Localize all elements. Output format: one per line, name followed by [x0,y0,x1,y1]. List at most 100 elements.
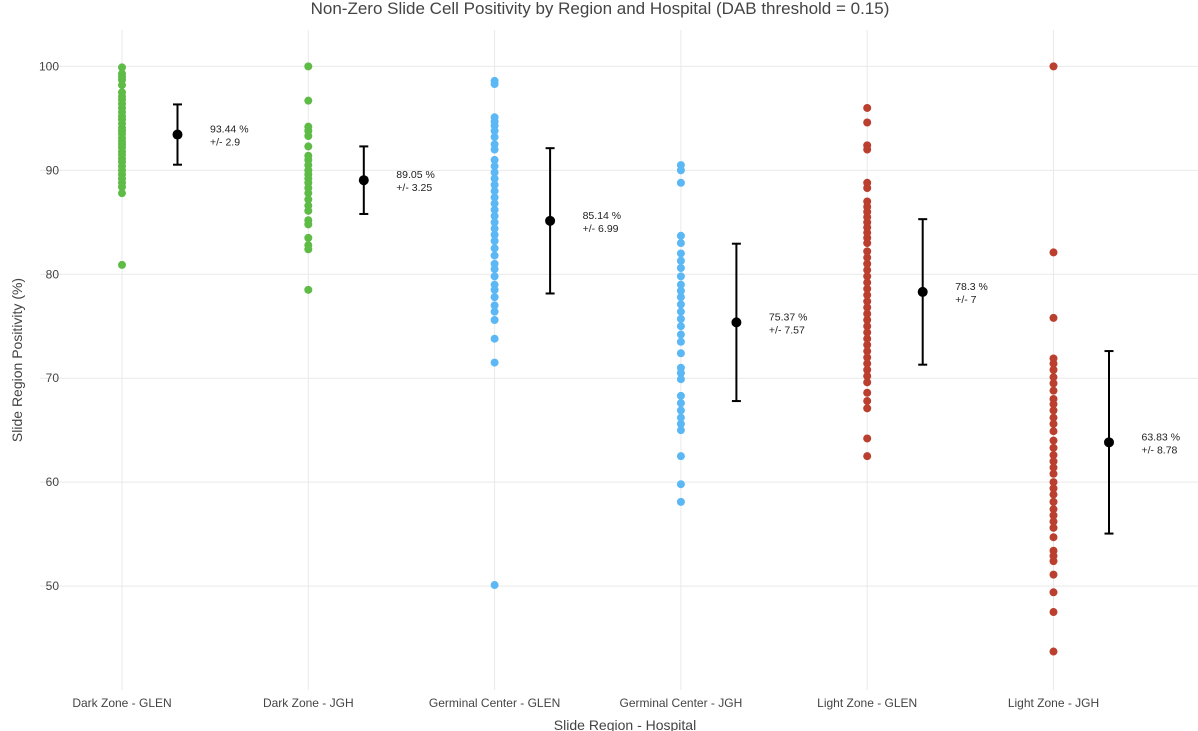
data-point [863,328,872,337]
data-point [304,285,313,294]
data-point [490,168,499,177]
data-point [1049,570,1058,579]
data-point [490,224,499,233]
x-tick-label: Germinal Center - GLEN [429,696,560,710]
data-point [863,103,872,112]
grid-lines [40,30,1198,690]
mean-marker [172,129,183,140]
data-point [490,334,499,343]
data-point [676,480,685,489]
data-point [676,166,685,175]
sd-label: +/- 6.99 [583,223,619,235]
data-point [490,80,499,89]
x-tick-label: Light Zone - GLEN [817,696,917,710]
data-point [118,182,126,191]
data-point [676,368,685,377]
data-point [304,96,313,105]
data-point [1049,365,1058,374]
data-point [863,309,872,318]
data-point [1049,523,1058,532]
mean-label: 93.44 % [210,124,249,136]
data-point [490,301,499,310]
data-point [490,581,499,590]
x-axis-ticks: Dark Zone - GLEN Dark Zone - JGH Germinal … [72,696,1099,710]
data-point [304,132,313,141]
data-point [863,347,872,356]
data-point [304,195,313,204]
data-point [1049,557,1058,566]
data-point [863,334,872,343]
data-point [304,206,313,215]
data-point [676,426,685,435]
data-point [676,314,685,323]
data-point [490,244,499,253]
data-point [676,322,685,331]
data-point [863,372,872,381]
data-point [676,231,685,240]
data-point [676,419,685,428]
data-point [676,280,685,289]
data-point [1049,379,1058,388]
data-point [1049,406,1058,415]
data-point [863,378,872,387]
data-point [1049,62,1058,71]
mean-marker [731,317,742,328]
data-point [118,63,126,72]
data-point [676,349,685,358]
data-point [863,118,872,127]
data-point [304,245,313,254]
data-point [676,391,685,400]
scatter-points [118,62,1058,656]
data-point [1049,436,1058,445]
sd-label: +/- 7 [955,294,976,306]
data-point [863,322,872,331]
data-point [1049,427,1058,436]
x-tick-label: Light Zone - JGH [1008,696,1099,710]
data-point [490,236,499,245]
data-point [676,272,685,281]
data-point [676,178,685,187]
data-point [676,399,685,408]
data-point [1049,533,1058,542]
mean-label: 63.83 % [1142,431,1181,443]
data-point [118,81,126,90]
data-point [676,307,685,316]
data-point [676,256,685,265]
data-point [1049,478,1058,487]
data-point [1049,359,1058,368]
y-tick-label: 70 [46,371,60,385]
data-point [490,272,499,281]
data-point [304,142,313,151]
data-point [863,272,872,281]
y-axis-ticks: 50 60 70 80 90 100 [39,59,59,593]
data-point [676,406,685,415]
y-tick-label: 80 [46,267,60,281]
data-point [863,397,872,406]
data-point [676,497,685,506]
data-point [1049,386,1058,395]
data-point [490,251,499,260]
data-point [676,264,685,273]
mean-marker [358,175,369,186]
y-tick-label: 100 [39,59,59,73]
data-point [863,239,872,248]
data-point [1049,451,1058,460]
data-point [490,265,499,274]
data-point [863,340,872,349]
data-point [490,187,499,196]
data-point [863,266,872,275]
data-point [863,145,872,154]
y-tick-label: 60 [46,475,60,489]
x-tick-label: Germinal Center - JGH [620,696,743,710]
data-point [490,155,499,164]
data-point [676,375,685,384]
mean-label: 75.37 % [769,311,808,323]
data-point [490,293,499,302]
data-point [490,218,499,227]
data-point [676,293,685,302]
sd-label: +/- 3.25 [396,182,432,194]
mean-marker [1104,437,1114,448]
data-point [863,353,872,362]
data-point [1049,647,1058,656]
